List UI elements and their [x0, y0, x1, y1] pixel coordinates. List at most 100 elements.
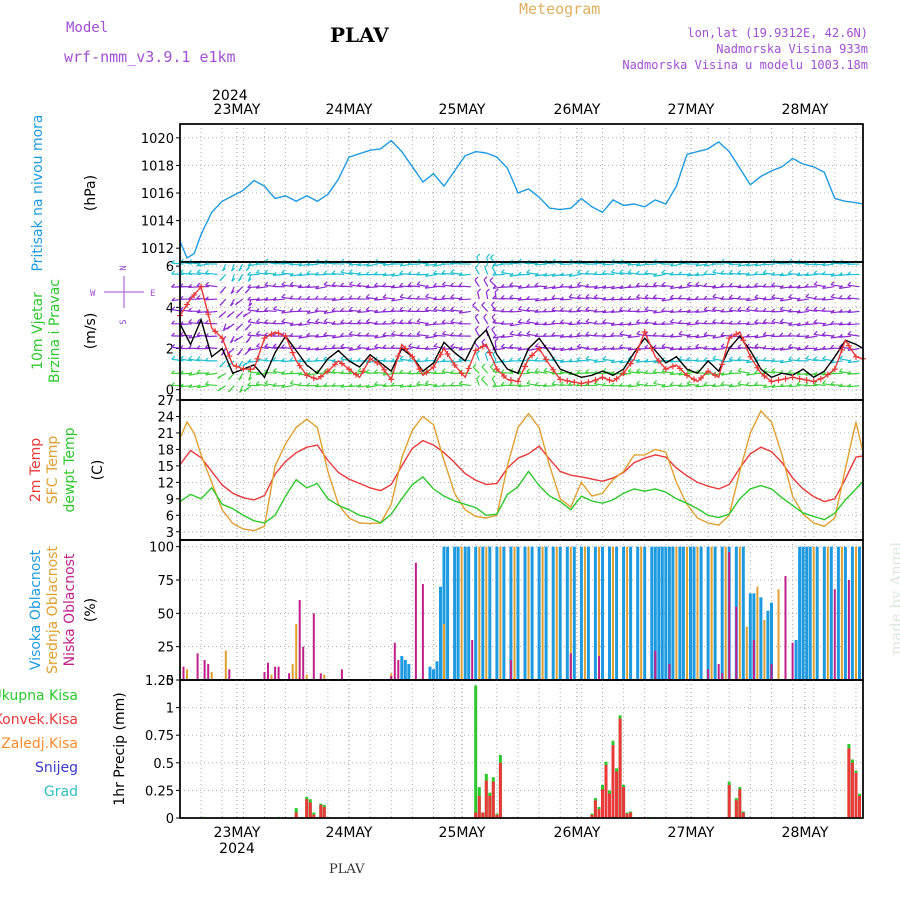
gust-marker — [205, 311, 212, 318]
wind-barb-tick — [477, 288, 482, 293]
wind-barb — [805, 309, 818, 313]
wind-barb — [805, 323, 818, 326]
wind-barb-tick — [441, 281, 446, 286]
wind-barb-tick — [636, 368, 640, 373]
wind-barb-tick — [331, 344, 336, 349]
y-tick-label: 3 — [166, 526, 174, 541]
wind-barb-tick — [636, 358, 640, 363]
bar-cloud_low — [228, 669, 231, 680]
wind-barb — [661, 284, 674, 288]
wind-barb-tick — [340, 332, 344, 337]
wind-barb-tick — [323, 331, 328, 336]
wind-barb — [501, 272, 514, 275]
bar-precip_conv — [622, 787, 626, 818]
wind-barb — [526, 371, 539, 374]
wind-barb-tick — [485, 288, 490, 293]
wind-barb — [366, 384, 378, 389]
wind-barb-tick — [399, 270, 404, 275]
gust-marker — [627, 360, 634, 367]
wind-barb — [594, 360, 607, 363]
wind-barb-tick — [331, 270, 336, 275]
gust-marker — [437, 351, 444, 358]
wind-barb-tick — [196, 384, 201, 389]
wind-barb-tick — [745, 333, 750, 338]
wind-barb-tick — [231, 267, 236, 272]
wind-barb-tick — [585, 355, 590, 360]
series-line-dewpt — [179, 470, 864, 524]
wind-barb-tick — [678, 371, 683, 376]
wind-barb-tick — [585, 369, 590, 373]
wind-barb — [323, 284, 336, 288]
wind-barb-tick — [289, 272, 294, 277]
bar-cloud_mid — [513, 546, 516, 680]
wind-barb-tick — [602, 333, 606, 338]
wind-barb — [813, 333, 826, 337]
gust-marker — [747, 353, 754, 360]
wind-barb-tick — [746, 371, 751, 376]
wind-barb-tick — [450, 294, 455, 298]
wind-barb — [813, 321, 826, 325]
wind-barb — [425, 347, 438, 350]
wind-barb-tick — [238, 376, 243, 381]
wind-barb-tick — [805, 334, 810, 339]
bar-precip_conv — [618, 718, 622, 818]
bottom-day-label: 28MAY — [782, 825, 829, 841]
wind-barb — [805, 335, 818, 339]
wind-barb — [754, 322, 767, 325]
bar-cloud_high — [530, 546, 534, 680]
wind-barb — [569, 273, 581, 278]
wind-barb-tick — [551, 346, 556, 351]
wind-barb-tick — [188, 307, 192, 312]
gust-marker — [353, 371, 360, 378]
wind-barb-tick — [526, 368, 531, 373]
wind-barb-tick — [517, 284, 522, 289]
wind-barb — [391, 286, 404, 289]
wind-barb-tick — [821, 262, 826, 266]
wind-barb — [535, 370, 547, 374]
wind-barb — [273, 298, 285, 301]
wind-barb-tick — [399, 383, 404, 388]
wind-barb-tick — [712, 268, 717, 273]
panel-ylabel: SFC Temp — [45, 436, 61, 505]
wind-barb-tick — [255, 330, 260, 335]
wind-barb — [205, 346, 218, 350]
wind-barb — [610, 347, 623, 351]
gust-marker — [360, 368, 367, 375]
wind-barb-tick — [365, 271, 370, 276]
wind-barb-tick — [551, 380, 556, 385]
wind-barb-tick — [602, 382, 606, 386]
wind-barb-tick — [492, 262, 497, 267]
gust-marker — [726, 335, 733, 342]
y-tick-label: 24 — [157, 410, 174, 425]
wind-barb-tick — [720, 269, 725, 274]
wind-barb-tick — [796, 381, 801, 385]
wind-barb-tick — [314, 333, 319, 338]
wind-barb — [484, 353, 489, 362]
wind-barb-tick — [491, 313, 496, 318]
model-label: Model — [66, 20, 109, 36]
wind-barb-tick — [771, 384, 776, 388]
wind-barb-tick — [357, 262, 362, 267]
wind-barb-tick — [830, 344, 835, 349]
wind-barb-tick — [669, 318, 674, 323]
wind-barb-tick — [340, 383, 345, 388]
wind-barb-tick — [228, 388, 232, 393]
wind-barb-tick — [593, 271, 598, 275]
wind-barb-tick — [838, 368, 843, 372]
wind-barb-tick — [509, 272, 514, 277]
wind-barb — [627, 335, 640, 339]
wind-barb-tick — [703, 262, 708, 267]
wind-barb-tick — [847, 370, 852, 375]
gust-marker — [845, 342, 852, 349]
bar-cloud_mid — [186, 669, 188, 680]
wind-barb-tick — [670, 285, 674, 289]
wind-barb-tick — [256, 318, 260, 323]
bar-cloud_mid — [270, 674, 273, 680]
wind-barb-tick — [712, 355, 717, 360]
wind-barb-tick — [314, 357, 319, 362]
wind-barb-tick — [264, 269, 269, 274]
wind-barb-tick — [242, 362, 247, 367]
bar-cloud_high — [446, 546, 450, 680]
wind-barb-tick — [382, 383, 387, 387]
wind-barb-tick — [188, 344, 192, 349]
